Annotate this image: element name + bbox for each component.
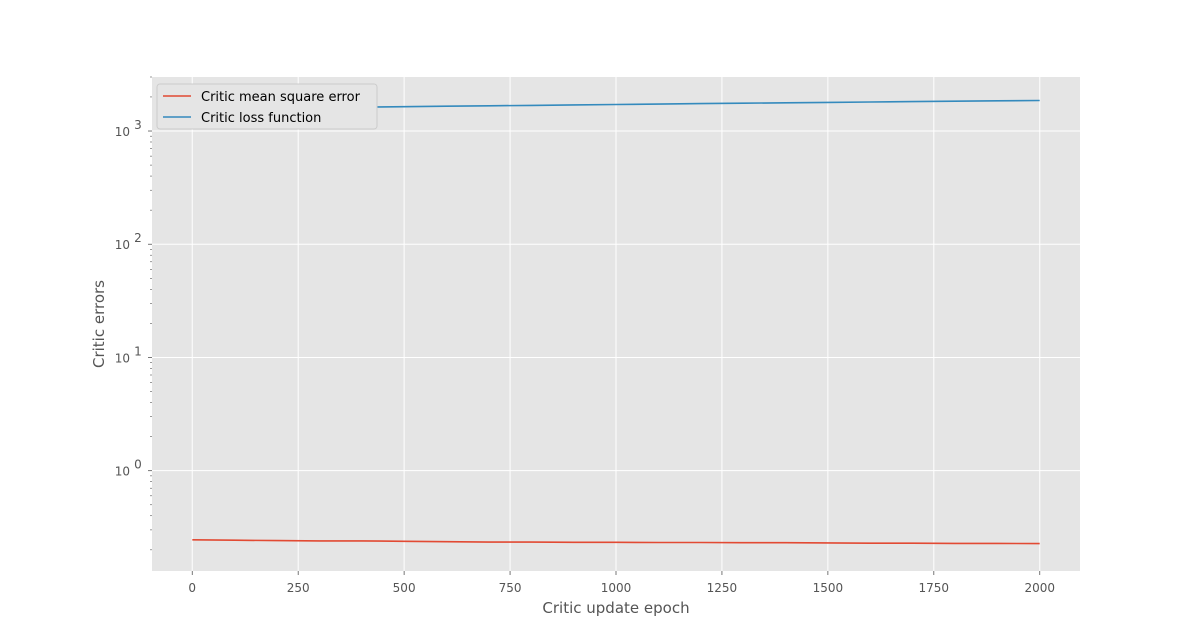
x-tick-label: 2000 [1024,581,1055,595]
x-tick-label: 500 [393,581,416,595]
y-tick-label: 10 [115,465,130,479]
y-axis-label: Critic errors [90,280,108,368]
x-axis-label: Critic update epoch [542,599,689,617]
x-tick-label: 750 [499,581,522,595]
y-tick-exponent: 2 [134,231,142,245]
y-tick-exponent: 1 [134,344,142,358]
x-tick-label: 1000 [601,581,632,595]
legend-label-loss: Critic loss function [201,111,321,126]
x-tick-label: 1750 [919,581,950,595]
x-tick-label: 1250 [707,581,738,595]
x-tick-label: 0 [188,581,196,595]
y-minor-ticks [150,76,152,551]
series-line-mse [192,539,1040,545]
grid [152,77,1080,571]
x-tick-label: 1500 [813,581,844,595]
y-tick-label: 10 [115,125,130,139]
y-tick-label: 10 [115,351,130,365]
legend: Critic mean square error Critic loss fun… [156,83,378,130]
x-axis-ticks: 0 250 500 750 1000 1250 1500 1750 2000 [188,571,1055,595]
x-tick-label: 250 [287,581,310,595]
legend-label-mse: Critic mean square error [201,90,361,105]
y-tick-exponent: 0 [134,458,142,472]
y-axis-ticks: 10 0 10 1 10 2 10 3 [115,118,152,479]
y-tick-exponent: 3 [134,118,142,132]
legend-box [156,83,378,130]
y-tick-label: 10 [115,238,130,252]
